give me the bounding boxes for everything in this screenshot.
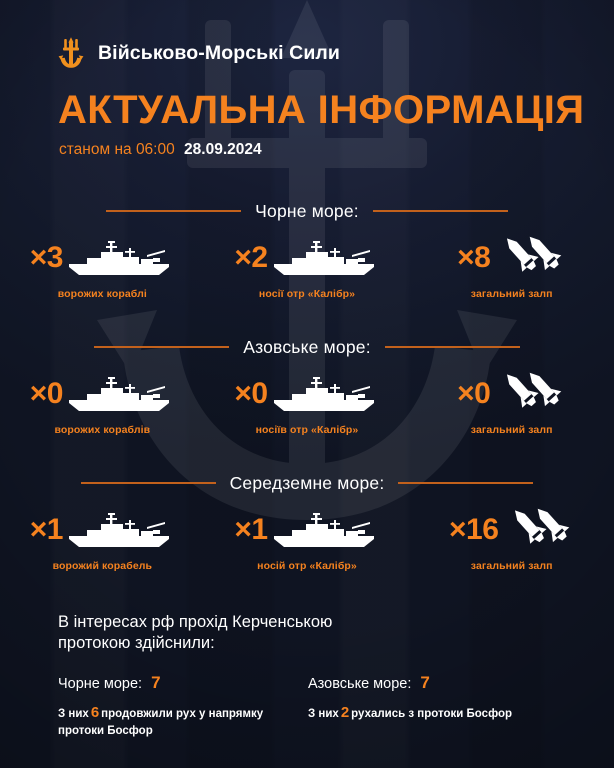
stat-enemy-ships: ×3 (0, 234, 205, 300)
footer-col-value: 7 (420, 673, 430, 693)
stat-kalibr-carriers: ×0 (205, 370, 410, 436)
stat-count: ×0 (234, 377, 268, 410)
footer-sub-suffix: рухались з протоки Босфор (351, 707, 513, 720)
stat-label: загальний залп (470, 560, 553, 572)
footer-sub-value: 2 (340, 703, 350, 721)
section-azov-sea: Азовське море: ×0 (0, 336, 614, 436)
footer-sub-prefix: З них (58, 707, 89, 720)
stat-label: носій отр «Калібр» (257, 560, 357, 572)
stat-kalibr-carriers: ×1 (205, 506, 410, 572)
stat-count: ×1 (29, 513, 64, 546)
stat-label: носії отр «Калібр» (258, 288, 356, 300)
as-of-date: 28.09.2024 (184, 141, 262, 158)
section-title: Чорне море: (255, 200, 359, 221)
as-of-timestamp: станом на 06:00 28.09.2024 (59, 142, 262, 158)
footer-col-head: Азовське море: 7 (308, 674, 558, 692)
stat-label: ворожих кораблі (57, 288, 147, 300)
divider-right (384, 346, 520, 348)
naval-anchor-trident-icon (58, 37, 84, 68)
stat-count: ×16 (448, 513, 499, 546)
stat-value-group: ×1 (234, 506, 379, 554)
warship-icon (273, 241, 374, 275)
footer-title: В інтересах рф прохід Керченською проток… (58, 613, 333, 653)
section-title: Середземне море: (229, 472, 385, 493)
stat-value-group: ×3 (30, 234, 175, 282)
stat-total-salvo: ×16 (409, 506, 614, 572)
stat-total-salvo: ×8 (409, 234, 614, 300)
brand-name: Військово-Морські Сили (98, 41, 341, 64)
divider-left (80, 482, 216, 484)
brand-header: Військово-Морські Сили (58, 36, 340, 70)
divider-right (372, 210, 508, 212)
section-title: Азовське море: (243, 336, 371, 357)
footer-sub-suffix: продовжили рух у напрямку протоки Босфор (58, 707, 264, 738)
stat-count: ×1 (234, 513, 268, 546)
divider-left (106, 210, 242, 212)
stat-count: ×3 (29, 241, 64, 274)
stat-value-group: ×2 (234, 234, 379, 282)
missiles-icon (507, 372, 562, 408)
section-mediterranean-sea: Середземне море: ×1 (0, 472, 614, 572)
warship-icon (273, 377, 374, 411)
stat-kalibr-carriers: ×2 (205, 234, 410, 300)
warship-icon (68, 513, 169, 547)
footer-col-label: Чорне море: (58, 676, 143, 693)
section-header: Азовське море: (0, 336, 614, 358)
footer-col-sub: З них 2 рухались з протоки Босфор (308, 702, 558, 723)
section-black-sea: Чорне море: ×3 (0, 200, 614, 300)
kerch-strait-summary: В інтересах рф прохід Керченською проток… (58, 612, 558, 739)
warship-icon (68, 377, 169, 411)
footer-column-black-sea: Чорне море: 7 З них 6 продовжили рух у напр… (58, 674, 308, 739)
stat-enemy-ships: ×1 (0, 506, 205, 572)
footer-sub-value: 6 (90, 703, 100, 721)
section-header: Середземне море: (0, 472, 614, 494)
stat-value-group: ×0 (457, 370, 566, 418)
stat-value-group: ×0 (234, 370, 379, 418)
page-title: АКТУАЛЬНА ІНФОРМАЦІЯ (58, 88, 585, 132)
footer-col-head: Чорне море: 7 (58, 674, 308, 692)
stat-label: загальний залп (470, 424, 553, 436)
footer-col-label: Азовське море: (308, 676, 412, 693)
stat-enemy-ships: ×0 (0, 370, 205, 436)
stat-label: ворожий корабель (52, 560, 153, 572)
missiles-icon (507, 236, 562, 272)
divider-left (94, 346, 230, 348)
stat-row: ×3 (0, 234, 614, 300)
warship-icon (68, 241, 169, 275)
footer-col-sub: З них 6 продовжили рух у напрямку протоки … (58, 702, 308, 740)
stat-label: загальний залп (470, 288, 553, 300)
stat-count: ×0 (457, 377, 491, 410)
footer-sub-prefix: З них (308, 707, 339, 720)
missiles-icon (515, 508, 570, 544)
stat-label: носіїв отр «Калібр» (255, 424, 359, 436)
stat-count: ×2 (234, 241, 268, 274)
footer-column-azov-sea: Азовське море: 7 З них 2 рухались з протоки… (308, 674, 558, 739)
stat-value-group: ×16 (449, 506, 574, 554)
stat-value-group: ×1 (30, 506, 175, 554)
stat-total-salvo: ×0 (409, 370, 614, 436)
divider-right (398, 482, 534, 484)
stat-value-group: ×8 (457, 234, 566, 282)
footer-columns: Чорне море: 7 З них 6 продовжили рух у напр… (58, 674, 558, 739)
stat-label: ворожих кораблів (54, 424, 151, 436)
stat-count: ×8 (457, 241, 491, 274)
stat-row: ×1 (0, 506, 614, 572)
as-of-time: 06:00 (135, 141, 175, 158)
stat-value-group: ×0 (30, 370, 175, 418)
section-header: Чорне море: (0, 200, 614, 222)
warship-icon (273, 513, 374, 547)
stat-row: ×0 (0, 370, 614, 436)
footer-col-value: 7 (151, 673, 161, 693)
stat-count: ×0 (29, 377, 64, 410)
as-of-label: станом на (59, 141, 132, 158)
